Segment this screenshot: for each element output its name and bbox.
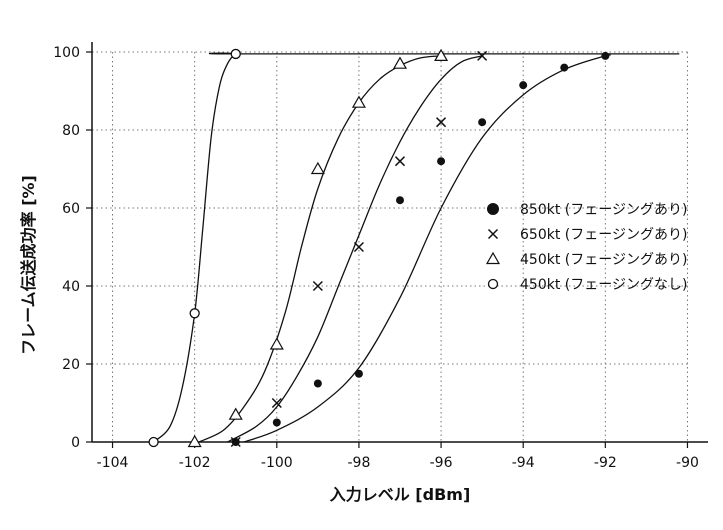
y-tick-label-4: 80 [62,123,80,139]
y-tick-label-3: 60 [62,201,80,217]
marker-650kt-3 [353,241,364,253]
marker-850kt-9 [601,51,610,60]
x-tick-label-1: -102 [179,455,211,471]
legend-symbol-450kt-nofading [487,278,499,290]
marker-850kt-5 [437,157,446,166]
marker-450kt-fading-4 [351,95,366,108]
marker-450kt-fading-6 [434,48,449,62]
legend-symbol-850kt [487,203,499,215]
x-tick-label-4: -96 [430,455,453,471]
fit-curves [153,52,680,443]
marker-450kt-nofading-0 [148,436,159,448]
legend-label-850kt: 850kt (フェージングあり) [520,202,687,218]
marker-450kt-nofading-2 [230,48,241,60]
x-axis-title: 入力レベル [dBm] [330,485,471,504]
legend-marker-cross [487,228,499,240]
legend: 850kt (フェージングあり) 650kt (フェージングあり) 450kt … [485,202,687,293]
legend-label-450kt-nofading: 450kt (フェージングなし) [520,277,687,293]
marker-850kt-6 [478,118,487,127]
marker-650kt-1 [271,397,282,409]
marker-450kt-fading-5 [392,56,408,69]
marker-850kt-8 [560,63,569,72]
marker-850kt-7 [519,81,528,90]
marker-650kt-2 [312,280,323,292]
legend-item-650kt: 650kt (フェージングあり) [487,227,687,243]
grid [92,51,688,442]
marker-450kt-fading-2 [269,337,284,350]
x-tick-label-5: -94 [512,455,535,471]
y-axis-title: フレーム伝送成功率 [%] [19,175,38,355]
legend-symbol-650kt [487,228,499,240]
legend-marker-triangle [485,251,501,265]
marker-450kt-fading-1 [228,407,243,420]
x-tick-label-0: -104 [97,455,129,471]
x-tick-label-3: -98 [347,455,370,471]
marker-650kt-0 [230,436,241,448]
x-tick-label-7: -90 [676,455,699,471]
legend-item-850kt: 850kt (フェージングあり) [487,202,687,218]
x-tick-label-6: -92 [594,455,617,471]
y-tick-label-5: 100 [53,45,80,61]
y-tick-label-1: 20 [62,357,80,373]
marker-850kt-4 [396,196,404,205]
marker-650kt-5 [436,117,447,128]
axes [86,42,708,448]
legend-marker-filled-circle [487,203,499,215]
legend-marker-open-circle [487,278,499,290]
marker-850kt-2 [313,379,322,388]
marker-650kt-4 [394,156,406,167]
tick-labels: -104 -102 -100 -98 -96 -94 -92 -90 0 20 40 60 80 100 [53,45,699,471]
marker-450kt-fading-3 [310,161,325,175]
x-tick-label-2: -100 [261,455,293,471]
marker-650kt-6 [477,50,488,61]
curve-450kt-nofading [153,52,680,443]
curve-650kt [227,55,483,443]
y-tick-label-0: 0 [71,435,80,451]
legend-label-450kt-fading: 450kt (フェージングあり) [520,252,687,268]
data-markers [148,48,610,448]
legend-label-650kt: 650kt (フェージングあり) [520,227,687,243]
legend-item-450kt-nofading: 450kt (フェージングなし) [487,277,687,293]
marker-450kt-nofading-1 [189,308,200,319]
legend-symbol-450kt-fading [485,251,501,265]
marker-450kt-fading-0 [187,434,202,448]
y-tick-label-2: 40 [62,279,80,295]
marker-850kt-1 [272,418,281,427]
marker-850kt-3 [354,369,363,378]
legend-item-450kt-fading: 450kt (フェージングあり) [485,251,687,268]
curve-850kt [243,54,611,443]
